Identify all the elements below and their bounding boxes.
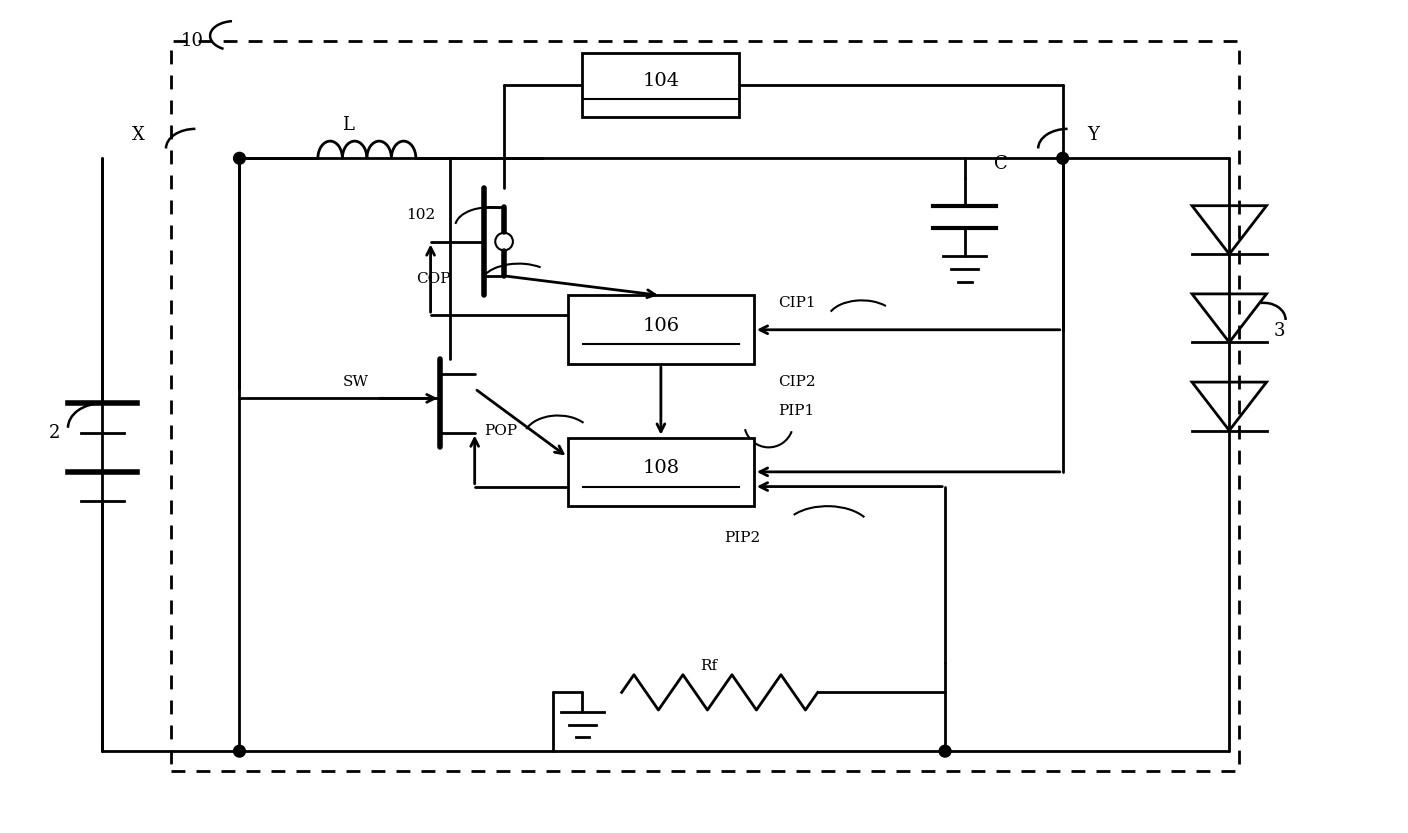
Text: 10: 10 — [180, 32, 204, 51]
Text: 3: 3 — [1273, 322, 1286, 340]
Text: L: L — [342, 116, 355, 134]
Text: Y: Y — [1087, 126, 1100, 143]
Text: 102: 102 — [406, 208, 435, 222]
FancyBboxPatch shape — [583, 53, 739, 117]
Text: CIP2: CIP2 — [779, 375, 817, 388]
Text: X: X — [132, 126, 145, 143]
Text: PIP2: PIP2 — [725, 531, 760, 546]
Text: COP: COP — [415, 272, 451, 286]
FancyBboxPatch shape — [567, 437, 753, 506]
Circle shape — [939, 746, 950, 757]
Circle shape — [1057, 152, 1069, 164]
Circle shape — [234, 152, 245, 164]
Text: 106: 106 — [642, 317, 680, 335]
Text: 104: 104 — [642, 72, 680, 90]
Text: SW: SW — [342, 375, 369, 388]
Text: 108: 108 — [642, 459, 680, 477]
Text: POP: POP — [484, 423, 518, 437]
FancyBboxPatch shape — [567, 296, 753, 364]
Circle shape — [234, 746, 245, 757]
Text: Rf: Rf — [700, 659, 717, 673]
Text: C: C — [994, 155, 1008, 173]
Text: PIP1: PIP1 — [779, 404, 815, 418]
Text: 2: 2 — [48, 425, 59, 442]
Text: CIP1: CIP1 — [779, 297, 817, 310]
